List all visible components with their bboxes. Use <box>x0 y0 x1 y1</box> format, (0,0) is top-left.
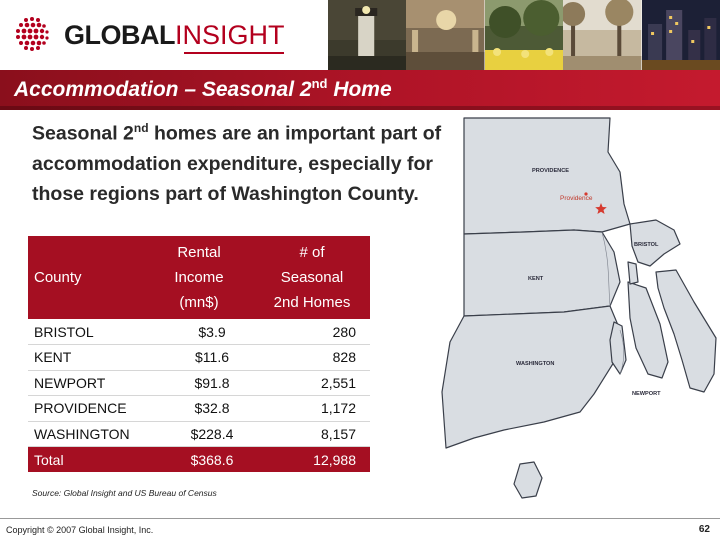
street-photo <box>563 0 642 70</box>
total-income: $368.6 <box>144 446 254 472</box>
table-row: NEWPORT $91.8 2,551 <box>28 370 370 396</box>
rhode-island-county-map: PROVIDENCE Providence BRISTOL KENT WASHI… <box>441 117 717 499</box>
table-total-row: Total $368.6 12,988 <box>28 446 370 472</box>
logo-insight-text: INSIGHT <box>175 20 285 50</box>
newport-county-region <box>655 269 717 393</box>
table-row: WASHINGTON $228.4 8,157 <box>28 421 370 447</box>
header-rental-income: Rental Income (mn$) <box>144 236 254 319</box>
label-providence-city: Providence <box>560 195 593 202</box>
total-homes: 12,988 <box>254 446 370 472</box>
cell-homes: 280 <box>254 319 370 345</box>
source-note: Source: Global Insight and US Bureau of … <box>32 488 217 498</box>
bullet-text-part2: homes are an important part of accommoda… <box>32 122 442 205</box>
block-island <box>513 461 543 499</box>
label-washington: WASHINGTON <box>516 361 554 367</box>
bristol-county-region <box>629 219 681 267</box>
header-county: County <box>28 236 144 319</box>
logo-wordmark: GLOBALINSIGHT <box>64 20 285 50</box>
page-number: 62 <box>698 524 710 535</box>
table-header-row: County Rental Income (mn$) # of Seasonal… <box>28 236 370 319</box>
table-row: BRISTOL $3.9 280 <box>28 319 370 345</box>
header-homes-line1: # of <box>299 244 325 261</box>
cell-county: BRISTOL <box>28 319 144 345</box>
bullet-text-part1: Seasonal 2 <box>32 122 134 145</box>
total-label: Total <box>28 446 144 472</box>
cell-county: WASHINGTON <box>28 421 144 447</box>
label-newport: NEWPORT <box>632 391 661 397</box>
cell-homes: 8,157 <box>254 421 370 447</box>
lighthouse-photo <box>328 0 407 70</box>
kent-county-region <box>463 229 621 317</box>
cell-income: $228.4 <box>144 421 254 447</box>
prudence-island <box>627 261 639 285</box>
cell-income: $3.9 <box>144 319 254 345</box>
city-night-photo <box>641 0 720 70</box>
aquidneck-island <box>627 281 669 379</box>
washington-county-region <box>441 305 621 449</box>
header-homes-line3: 2nd Homes <box>273 294 351 311</box>
cell-county: KENT <box>28 344 144 371</box>
table-row: PROVIDENCE $32.8 1,172 <box>28 395 370 422</box>
capital-star-icon <box>595 203 607 214</box>
label-kent: KENT <box>528 276 544 282</box>
header-photo-strip <box>328 0 720 70</box>
slide-title-sup: nd <box>311 76 328 91</box>
cell-homes: 828 <box>254 344 370 371</box>
header-income-line2: Income <box>174 269 224 286</box>
label-bristol: BRISTOL <box>634 242 659 248</box>
cell-county: PROVIDENCE <box>28 395 144 422</box>
cell-income: $91.8 <box>144 370 254 396</box>
header-income-line3: (mn$) <box>179 294 219 311</box>
title-bar-accent <box>0 106 720 110</box>
copyright-text: Copyright © 2007 Global Insight, Inc. <box>6 525 154 535</box>
providence-county-region <box>463 117 631 235</box>
garden-photo <box>484 0 564 70</box>
bullet-text: Seasonal 2nd homes are an important part… <box>32 113 452 209</box>
slide-title-main: Accommodation – Seasonal 2 <box>14 78 312 101</box>
header-seasonal-homes: # of Seasonal 2nd Homes <box>254 236 370 319</box>
global-insight-logo: GLOBALINSIGHT <box>6 10 296 60</box>
cell-homes: 2,551 <box>254 370 370 396</box>
providence-city-marker <box>584 192 588 196</box>
footer-divider <box>0 518 720 519</box>
header-homes-line2: Seasonal <box>280 269 344 286</box>
slide-title: Accommodation – Seasonal 2nd Home <box>14 76 392 102</box>
slide-title-tail: Home <box>327 78 392 101</box>
seasonal-homes-table: County Rental Income (mn$) # of Seasonal… <box>28 236 370 472</box>
label-providence: PROVIDENCE <box>532 168 569 174</box>
header-income-line1: Rental <box>177 244 221 261</box>
title-bar: Accommodation – Seasonal 2nd Home <box>0 70 720 106</box>
cell-county: NEWPORT <box>28 370 144 396</box>
ballroom-photo <box>406 0 485 70</box>
logo-global-text: GLOBAL <box>64 20 176 50</box>
logo-underline <box>184 52 284 54</box>
header: GLOBALINSIGHT <box>0 0 720 70</box>
cell-income: $32.8 <box>144 395 254 422</box>
bullet-text-sup: nd <box>133 121 149 135</box>
logo-globe-icon <box>16 17 49 51</box>
cell-income: $11.6 <box>144 344 254 371</box>
table-row: KENT $11.6 828 <box>28 344 370 371</box>
cell-homes: 1,172 <box>254 395 370 422</box>
